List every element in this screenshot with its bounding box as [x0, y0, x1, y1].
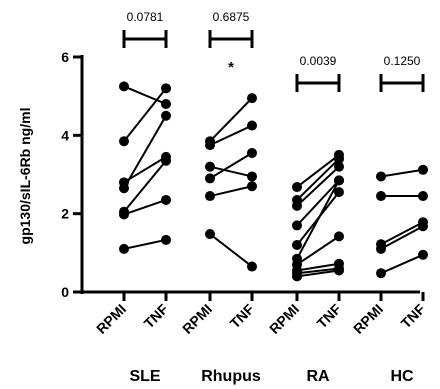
- data-point-tnf: [247, 261, 257, 272]
- y-tick-label: 0: [61, 284, 69, 300]
- data-point-rpmi: [205, 229, 215, 240]
- paired-line: [209, 233, 253, 268]
- data-point-rpmi: [292, 220, 302, 231]
- paired-line: [123, 87, 167, 142]
- paired-line: [296, 262, 340, 272]
- data-point-tnf: [334, 265, 344, 276]
- data-point-rpmi: [205, 140, 215, 151]
- data-point-rpmi: [292, 182, 302, 193]
- paired-line: [209, 124, 253, 147]
- paired-line: [209, 152, 253, 180]
- paired-line: [296, 267, 340, 275]
- paired-line: [123, 199, 167, 216]
- data-point-rpmi: [376, 171, 386, 182]
- paired-line: [123, 160, 167, 213]
- data-point-rpmi: [376, 191, 386, 202]
- paired-line: [123, 115, 167, 189]
- paired-series: [119, 81, 428, 282]
- y-axis-label: gp130/sIL-6Rb ng/ml: [17, 108, 33, 245]
- paired-line: [296, 154, 340, 188]
- data-point-rpmi: [119, 183, 129, 194]
- data-point-tnf: [247, 171, 257, 182]
- data-point-rpmi: [205, 191, 215, 202]
- paired-line: [296, 179, 340, 260]
- data-point-tnf: [161, 155, 171, 166]
- significance-brackets: 0.0781 0.6875 * 0.0039 0.1250: [122, 10, 425, 92]
- x-tick-label: RPMI: [179, 301, 215, 337]
- x-tick-label: TNF: [141, 300, 172, 331]
- p-value-label: 0.0039: [300, 54, 337, 68]
- data-point-rpmi: [119, 136, 129, 147]
- data-point-rpmi: [376, 243, 386, 254]
- x-tick-label: TNF: [398, 300, 429, 331]
- x-tick-label: RPMI: [266, 301, 302, 337]
- paired-line: [209, 97, 253, 142]
- data-point-tnf: [161, 110, 171, 121]
- paired-line: [380, 168, 424, 178]
- p-value-label: 0.0781: [127, 10, 164, 24]
- data-point-tnf: [418, 191, 428, 202]
- paired-line: [296, 269, 340, 278]
- group-label: RA: [306, 368, 330, 385]
- group-hc: [376, 164, 428, 279]
- data-point-rpmi: [119, 243, 129, 254]
- data-point-rpmi: [292, 200, 302, 211]
- paired-line: [123, 85, 167, 105]
- data-point-rpmi: [205, 173, 215, 184]
- data-point-rpmi: [205, 161, 215, 172]
- x-tick-label: TNF: [314, 300, 345, 331]
- x-tick-label: RPMI: [350, 301, 386, 337]
- group-label: Rhupus: [201, 368, 261, 385]
- data-point-tnf: [418, 221, 428, 232]
- y-tick-label: 2: [61, 206, 69, 222]
- y-tick-label: 6: [61, 49, 69, 65]
- data-point-rpmi: [119, 81, 129, 92]
- data-point-tnf: [334, 161, 344, 172]
- data-point-rpmi: [292, 240, 302, 250]
- group-label: HC: [390, 368, 414, 385]
- paired-line: [209, 185, 253, 198]
- p-value-label: 0.6875: [213, 10, 250, 24]
- data-point-tnf: [247, 93, 257, 104]
- paired-line: [296, 158, 340, 201]
- paired-line: [296, 165, 340, 207]
- data-point-tnf: [247, 181, 257, 192]
- x-tick-label: RPMI: [93, 301, 129, 337]
- data-point-tnf: [334, 187, 344, 198]
- data-point-tnf: [247, 147, 257, 158]
- paired-line: [296, 179, 340, 227]
- data-point-tnf: [161, 234, 171, 245]
- y-tick-label: 4: [61, 127, 69, 143]
- p-value-label: 0.1250: [384, 54, 421, 68]
- x-tick-label: TNF: [227, 300, 258, 331]
- group-ra: [292, 149, 344, 282]
- data-point-tnf: [418, 164, 428, 175]
- paired-line: [380, 221, 424, 246]
- data-point-tnf: [418, 249, 428, 260]
- data-point-rpmi: [119, 209, 129, 220]
- data-point-tnf: [334, 231, 344, 242]
- paired-line: [380, 225, 424, 250]
- data-point-rpmi: [376, 268, 386, 279]
- data-point-tnf: [161, 99, 171, 109]
- data-point-tnf: [334, 153, 344, 164]
- data-point-tnf: [161, 83, 171, 94]
- paired-line: [380, 253, 424, 275]
- data-point-tnf: [161, 194, 171, 205]
- data-point-rpmi: [292, 271, 302, 282]
- data-point-tnf: [247, 120, 257, 131]
- data-point-tnf: [334, 175, 344, 186]
- group-sle: [119, 81, 171, 254]
- group-label: SLE: [129, 368, 160, 385]
- group-rhupus: [205, 93, 257, 272]
- paired-line: [209, 165, 253, 178]
- paired-line: [123, 238, 167, 250]
- significance-star: *: [228, 59, 234, 76]
- paired-line: [296, 235, 340, 266]
